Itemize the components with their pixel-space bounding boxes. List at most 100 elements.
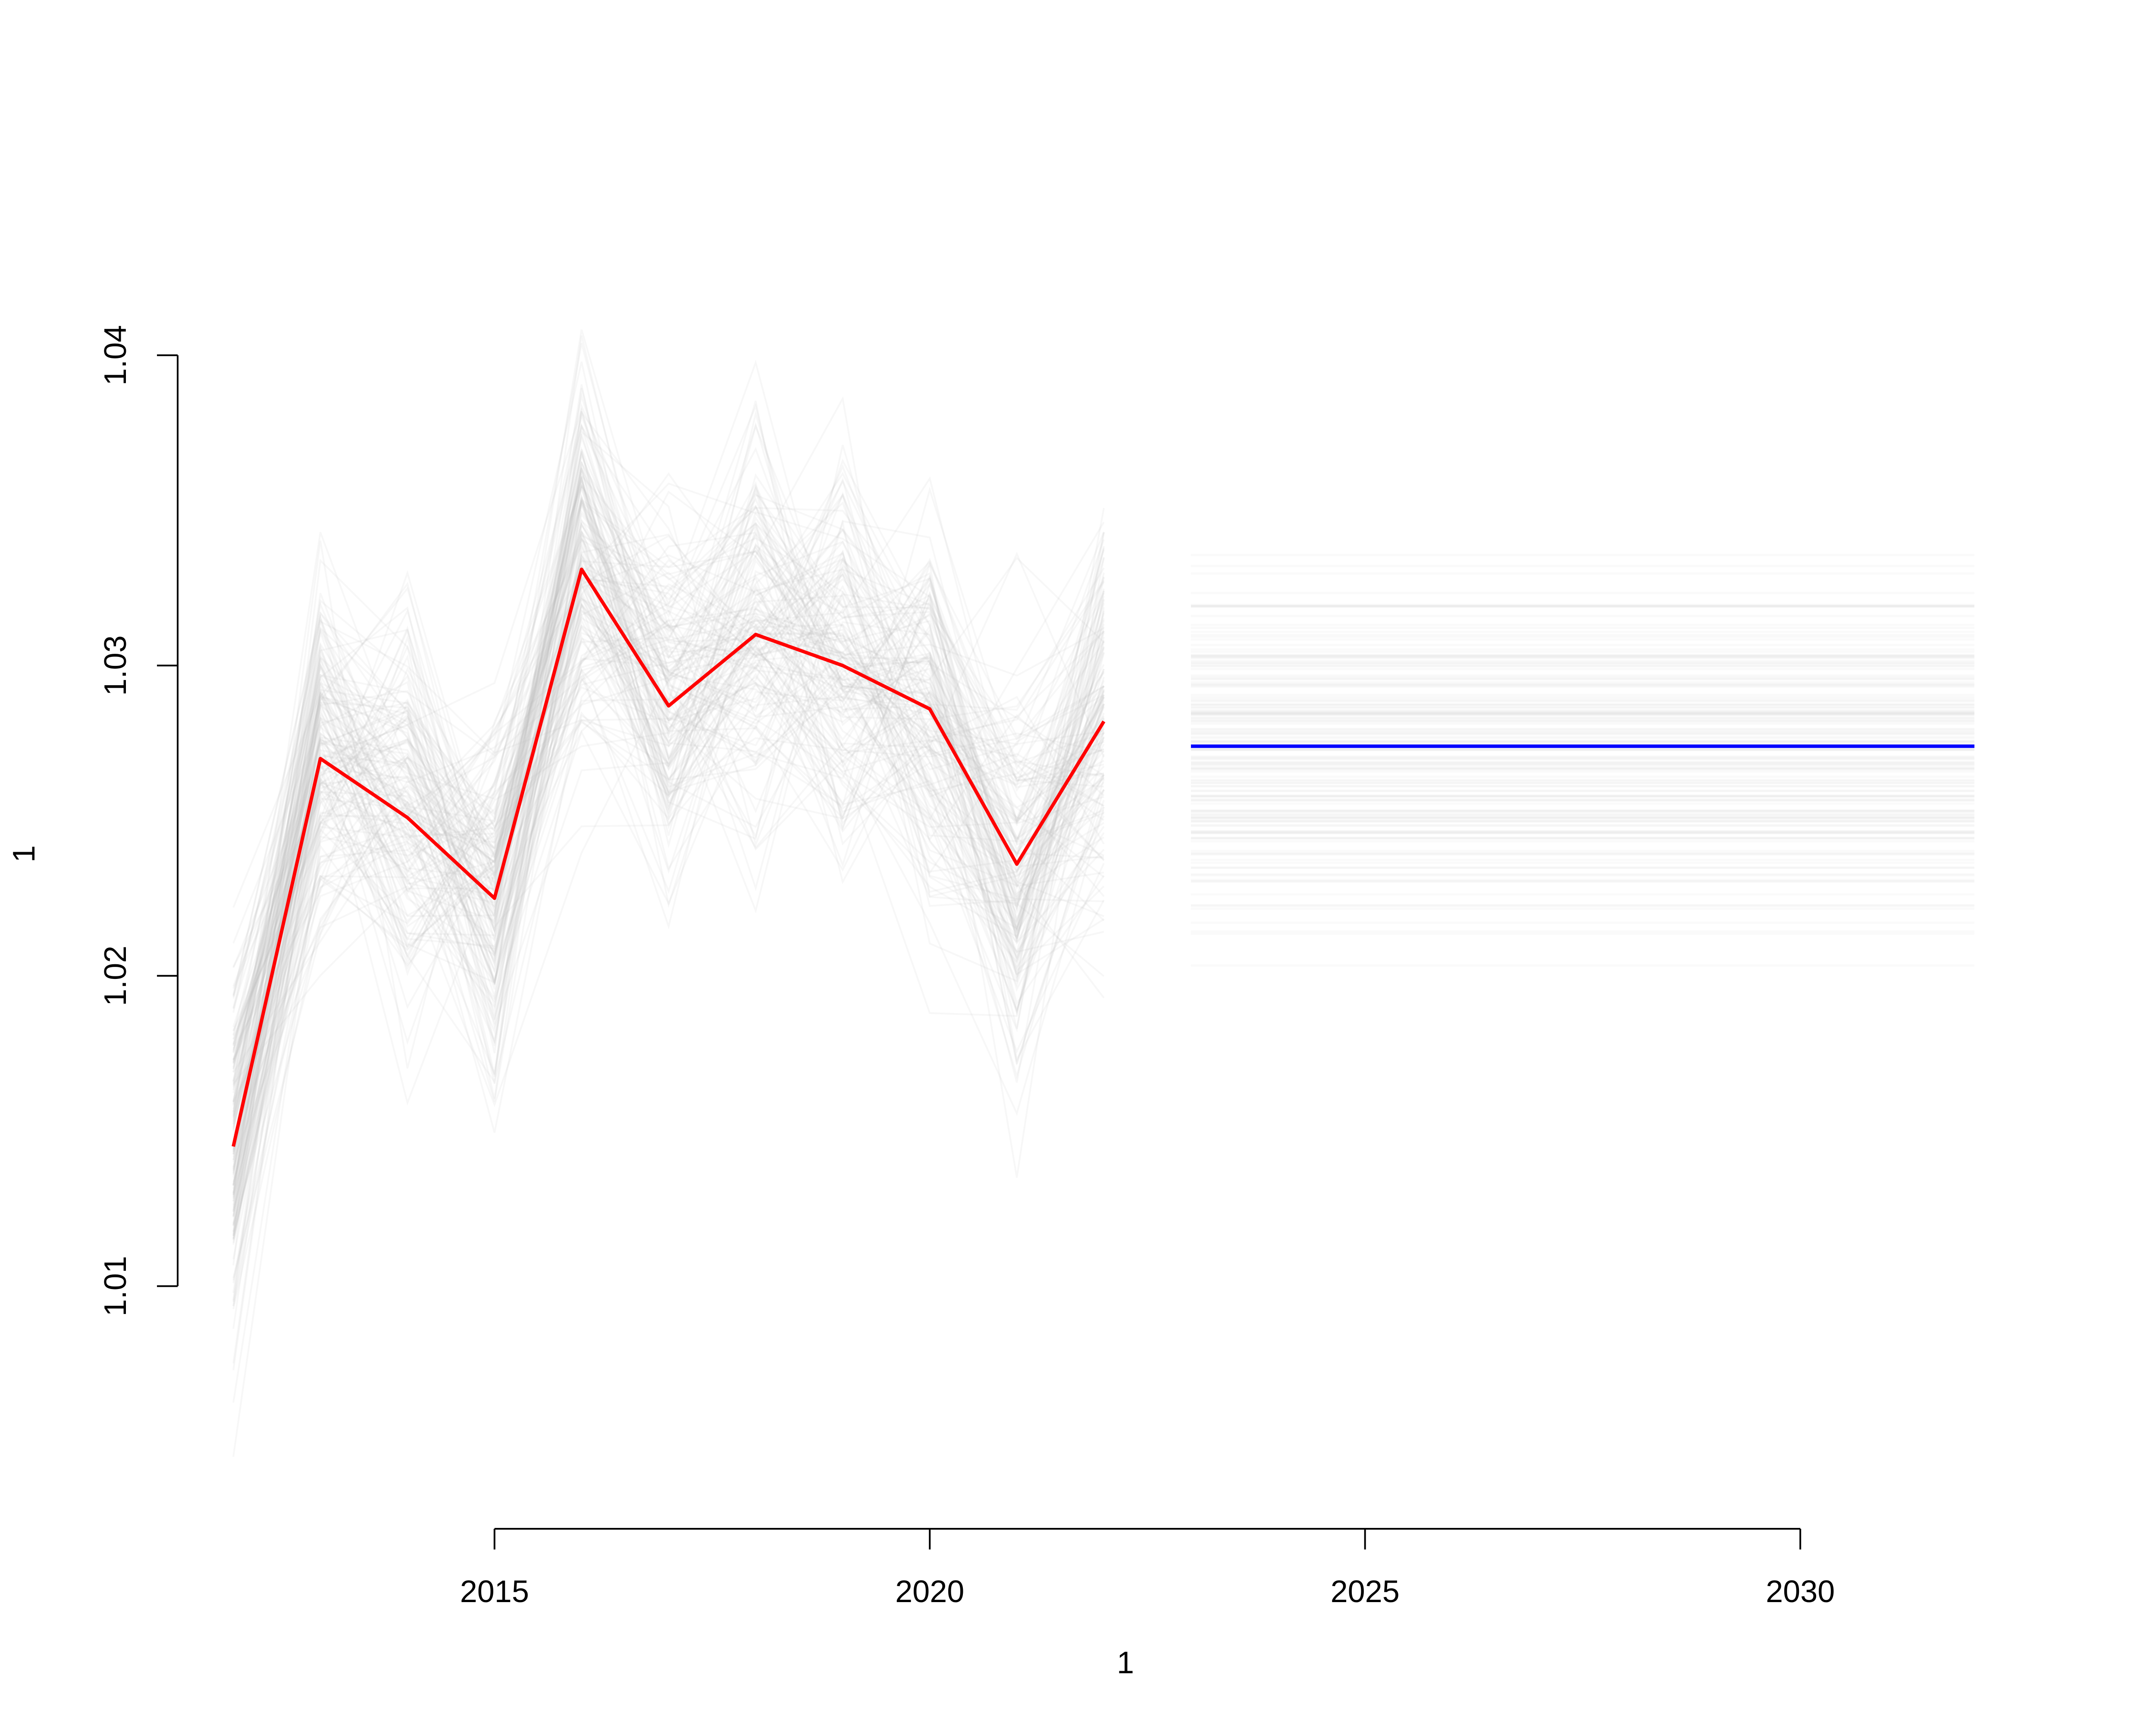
simulated-path (232, 624, 1104, 999)
simulated-path (232, 492, 1105, 1283)
simulated-paths (232, 329, 1105, 1457)
simulated-path (232, 560, 1105, 1109)
simulated-path (232, 603, 1105, 1060)
simulated-path (232, 661, 1105, 1226)
x-tick-label: 2015 (460, 1574, 529, 1609)
simulated-path (232, 458, 1105, 1234)
simulated-path (232, 533, 1104, 1162)
simulated-path (232, 523, 1104, 1063)
series-lines (232, 568, 1974, 1147)
simulated-path (232, 597, 1105, 1008)
simulated-path (232, 467, 1105, 1107)
simulated-path (232, 537, 1104, 1195)
simulated-path (232, 558, 1104, 1082)
simulated-path (232, 477, 1105, 1073)
simulated-path (232, 433, 1105, 1155)
simulated-path (232, 466, 1105, 1153)
y-tick-label: 1.02 (98, 946, 133, 1006)
simulated-path (232, 445, 1105, 1243)
simulated-path (232, 494, 1105, 1301)
simulated-path (232, 544, 1104, 1028)
y-tick-label: 1.04 (98, 325, 133, 386)
x-tick-label: 2020 (895, 1574, 964, 1609)
simulated-path (232, 570, 1105, 1064)
simulated-path (232, 410, 1105, 1186)
simulated-path (232, 468, 1105, 1063)
y-axis: 1.01 1.02 1.03 1.04 (98, 325, 179, 1316)
simulated-path (232, 423, 1105, 995)
simulated-path (232, 559, 1105, 1143)
simulated-path (232, 469, 1105, 964)
simulated-path (232, 548, 1105, 1145)
simulated-path (232, 483, 1105, 1143)
simulated-path (232, 557, 1105, 1070)
simulated-path (232, 537, 1105, 1238)
simulated-path (232, 575, 1105, 1031)
simulated-path (232, 481, 1105, 1088)
simulated-path (232, 486, 1105, 1224)
simulated-path (232, 497, 1105, 1016)
simulated-path (232, 505, 1105, 1213)
simulated-path (232, 595, 1104, 1148)
simulated-path (232, 516, 1105, 1151)
simulated-path (232, 530, 1105, 1046)
x-axis: 2015 2020 2025 2030 (460, 1528, 1835, 1609)
simulated-path (232, 569, 1105, 1232)
simulated-path (232, 493, 1105, 1169)
simulated-path (232, 493, 1105, 1136)
simulated-path (232, 573, 1105, 1107)
simulated-path (232, 472, 1104, 1278)
simulated-path (232, 574, 1105, 1084)
simulated-path (232, 644, 1105, 1116)
simulated-path (232, 480, 1104, 1103)
simulated-path (232, 500, 1105, 1293)
simulated-path (232, 581, 1105, 1013)
simulated-path (232, 562, 1104, 1049)
simulated-path (232, 511, 1104, 1082)
simulated-path (232, 552, 1105, 1086)
simulated-path (232, 559, 1105, 1040)
simulated-path (232, 451, 1105, 1132)
simulated-path (232, 554, 1105, 1182)
simulated-path (232, 505, 1105, 1104)
simulated-path (232, 451, 1105, 1212)
simulated-path (232, 596, 1105, 1040)
simulated-path (232, 477, 1105, 1170)
simulated-path (232, 544, 1105, 1236)
simulated-path (232, 424, 1105, 1146)
simulated-path (232, 532, 1105, 1079)
simulated-path (232, 476, 1105, 1226)
simulated-path (232, 562, 1104, 1245)
simulated-path (232, 531, 1105, 1070)
simulated-path (232, 550, 1104, 1118)
simulated-path (232, 483, 1105, 1029)
simulated-path (232, 473, 1105, 1185)
simulated-path (232, 480, 1105, 1127)
simulated-path (232, 522, 1105, 1045)
simulated-path (232, 578, 1105, 1206)
x-axis-title: 1 (1117, 1646, 1134, 1680)
simulated-path (232, 476, 1105, 1085)
simulated-path (232, 483, 1105, 1064)
simulated-path (232, 577, 1105, 1102)
simulated-path (232, 343, 1105, 1193)
simulated-path (232, 529, 1105, 1174)
simulated-path (232, 508, 1105, 1211)
simulated-path (232, 576, 1105, 1150)
simulated-path (232, 422, 1105, 1152)
x-tick-label: 2030 (1766, 1574, 1835, 1609)
simulated-path (232, 434, 1105, 1197)
simulated-path (232, 388, 1104, 1117)
simulated-path (232, 410, 1105, 1084)
forecast-band (1191, 554, 1974, 967)
simulated-path (232, 540, 1105, 1073)
simulated-path (232, 552, 1105, 1208)
simulated-path (232, 481, 1105, 1060)
simulated-path (232, 530, 1105, 1193)
simulated-path (232, 583, 1105, 1062)
simulated-path (232, 534, 1105, 1051)
simulated-path (232, 533, 1104, 1202)
simulated-path (232, 464, 1105, 1217)
simulated-path (232, 612, 1105, 1052)
